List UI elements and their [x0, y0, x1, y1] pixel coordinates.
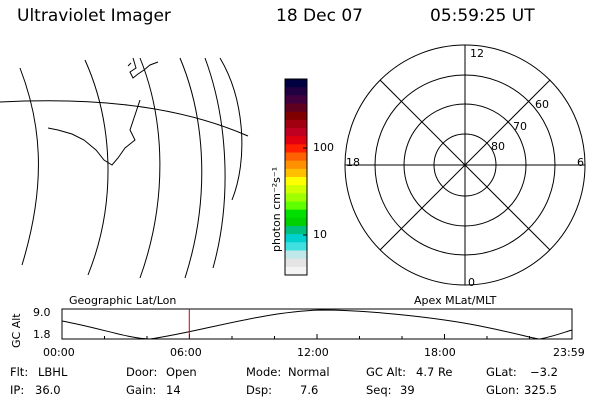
track-xtick: 06:00	[170, 346, 202, 359]
polar-diagonal	[379, 79, 551, 251]
colorbar-cell	[285, 103, 307, 113]
track-xtick: 12:00	[297, 346, 329, 359]
colorbar-cell	[285, 119, 307, 129]
map-meridian	[19, 67, 39, 266]
colorbar-tick-label: 10	[313, 228, 327, 241]
track-left-title: Geographic Lat/Lon	[69, 294, 177, 307]
colorbar-cell	[285, 226, 307, 235]
glat-label: GLat:	[486, 365, 517, 379]
colorbar-cell	[285, 152, 307, 162]
dsp-value: 7.6	[300, 383, 319, 397]
observation-time: 05:59:25 UT	[430, 6, 535, 26]
colorbar-cell	[285, 111, 307, 121]
colorbar-cell	[285, 234, 307, 243]
colorbar-cell	[285, 209, 307, 219]
colorbar-cell	[285, 185, 307, 194]
colorbar-cell	[285, 177, 307, 186]
track-xtick: 00:00	[43, 346, 75, 359]
mode-label: Mode:	[246, 365, 282, 379]
map-parallel	[0, 100, 249, 137]
colorbar-cell	[285, 258, 307, 268]
filter-value: LBHL	[38, 365, 68, 379]
colorbar-cell	[285, 266, 307, 276]
colorbar-cell	[285, 95, 307, 104]
polar-mlt-label-left: 18	[346, 156, 360, 169]
polar-mlt-label-bottom: 0	[468, 276, 475, 289]
colorbar-frame	[284, 78, 308, 276]
colorbar-cell	[285, 168, 307, 178]
map-meridian	[204, 57, 226, 269]
glat-value: −3.2	[530, 365, 558, 379]
colorbar-cell	[285, 144, 307, 153]
instrument-title: Ultraviolet Imager	[17, 6, 171, 26]
map-meridian	[179, 57, 203, 279]
track-right-title: Apex MLat/MLT	[414, 294, 497, 307]
observation-date: 18 Dec 07	[276, 6, 363, 26]
ip-label: IP:	[10, 383, 25, 397]
polar-mlt-label-top: 12	[470, 47, 484, 60]
mode-value: Normal	[288, 365, 330, 379]
polar-lat-label: 70	[513, 120, 527, 133]
colorbar-cell	[285, 160, 307, 170]
colorbar-cell	[285, 250, 307, 260]
map-coastline	[47, 57, 159, 166]
seq-value: 39	[400, 383, 415, 397]
colorbar-cell	[285, 242, 307, 251]
colorbar-cell	[285, 87, 307, 96]
gain-label: Gain:	[126, 383, 157, 397]
colorbar-cell	[285, 79, 307, 88]
colorbar-cell	[285, 217, 307, 227]
ip-value: 36.0	[35, 383, 61, 397]
colorbar-cell	[285, 128, 307, 137]
filter-label: Flt:	[10, 365, 29, 379]
colorbar-cell	[285, 136, 307, 145]
gc-alt-label: GC Alt:	[366, 365, 407, 379]
glon-label: GLon:	[486, 383, 520, 397]
door-label: Door:	[126, 365, 158, 379]
colorbar-cell	[285, 193, 307, 202]
track-ytick: 1.8	[33, 328, 51, 341]
colorbar-cell	[285, 201, 307, 211]
map-meridian	[219, 57, 243, 201]
track-ytick: 9.0	[33, 306, 51, 319]
seq-label: Seq:	[366, 383, 392, 397]
map-meridian	[139, 57, 161, 279]
track-ylabel: GC Alt	[10, 313, 23, 348]
colorbar-tick-label: 100	[313, 141, 334, 154]
polar-mlt-label-right: 6	[577, 156, 584, 169]
polar-lat-label: 60	[535, 98, 549, 111]
glon-value: 325.5	[524, 383, 557, 397]
door-value: Open	[166, 365, 197, 379]
polar-lat-label: 80	[491, 140, 505, 153]
gc-alt-value: 4.7 Re	[416, 365, 453, 379]
track-xtick: 18:00	[424, 346, 456, 359]
gain-value: 14	[166, 383, 181, 397]
track-xtick: 23:59	[553, 346, 585, 359]
dsp-label: Dsp:	[246, 383, 273, 397]
